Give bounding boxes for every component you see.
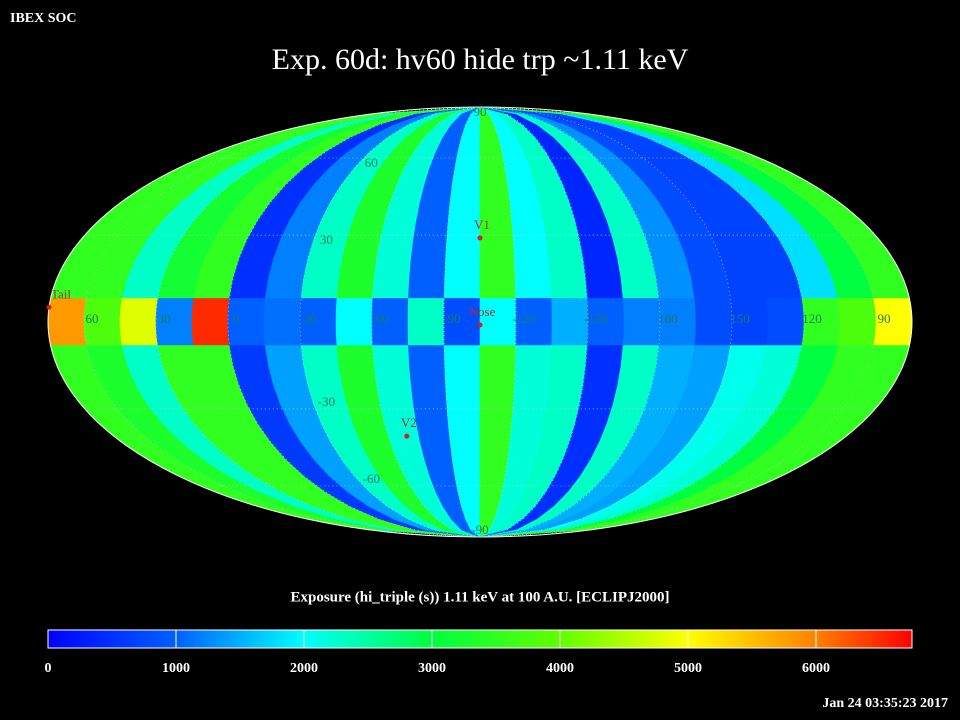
longitude-label: 60 [86,311,99,326]
marker-point [46,304,52,310]
latitude-label: 60 [365,155,378,170]
meridian-grid-line [371,106,481,538]
colorbar-tick-label: 3000 [418,661,446,676]
map-cell [837,298,877,346]
longitude-label: 30 [158,311,171,326]
marker-point [404,433,410,439]
longitude-label: 120 [802,311,822,326]
longitude-label: -150 [584,311,608,326]
colorbar-tick-label: 5000 [674,661,702,676]
colorbar-tick-label: 4000 [546,661,574,676]
longitude-label: 0 [233,311,240,326]
map-cell [407,298,445,346]
longitude-label: -90 [443,311,460,326]
colorbar-tick-label: 2000 [290,661,318,676]
map-cell [622,298,661,346]
latitude-label: 90 [474,104,487,119]
map-cell [694,298,733,346]
map-cell [47,298,87,346]
longitude-label: -60 [371,311,388,326]
meridian-grid-line [479,106,733,538]
longitude-label: -30 [299,311,316,326]
colorbar [47,629,913,649]
map-cell [263,298,302,346]
map-cell [119,298,159,346]
latitude-label: -90 [471,522,488,537]
latitude-label: 30 [320,232,333,247]
marker-label: Nose [469,304,496,319]
marker-label: Tail [51,286,71,301]
colorbar-tick-label: 0 [45,661,52,676]
colorbar-tick-label: 6000 [802,661,830,676]
latitude-label: -30 [318,394,335,409]
map-cell [551,298,589,346]
longitude-label: 90 [878,311,891,326]
colorbar-tick-label: 1000 [162,661,190,676]
chart-title: Exp. 60d: hv60 hide trp ~1.11 keV [272,43,689,76]
timestamp: Jan 24 03:35:23 2017 [822,696,948,711]
meridian-grid-line [479,106,589,538]
longitude-label: -120 [512,311,536,326]
marker-point [477,322,483,328]
app-label: IBEX SOC [10,11,77,26]
marker-label: V1 [474,217,490,232]
longitude-label: 180 [658,311,678,326]
map-cell [765,298,805,346]
marker-point [477,235,483,241]
longitude-label: 150 [730,311,750,326]
map-cell [335,298,373,346]
colorbar-label: Exposure (hi_triple (s)) 1.11 keV at 100… [290,589,669,605]
latitude-label: -60 [363,471,380,486]
marker-label: V2 [401,415,417,430]
map-cell [191,298,230,346]
